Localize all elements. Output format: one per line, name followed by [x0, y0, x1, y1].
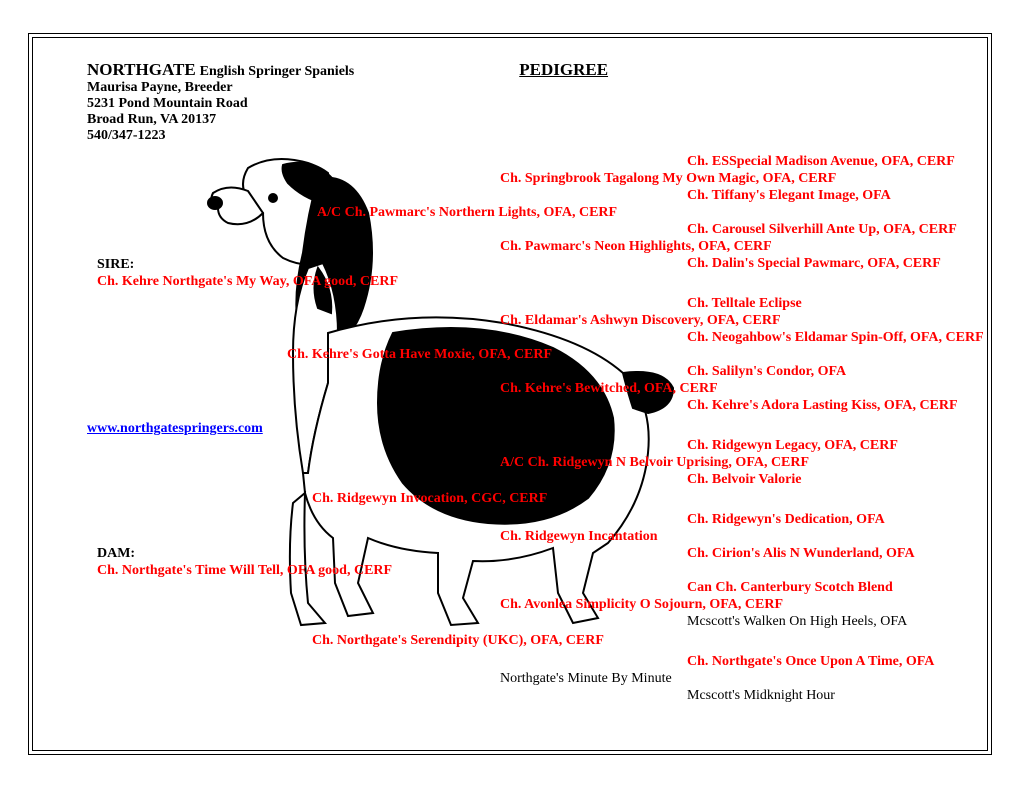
- gggp-a7: Ch. Salilyn's Condor, OFA: [687, 364, 846, 380]
- header-row: NORTHGATE English Springer Spaniels PEDI…: [87, 60, 963, 80]
- dam-gp1: Ch. Ridgewyn Invocation, CGC, CERF: [312, 491, 547, 507]
- sire: Ch. Kehre Northgate's My Way, OFA good, …: [97, 274, 398, 290]
- ggp-d3: Ch. Avonlea Simplicity O Sojourn, OFA, C…: [500, 597, 783, 613]
- gggp-a4: Ch. Dalin's Special Pawmarc, OFA, CERF: [687, 256, 941, 272]
- gggp-a5: Ch. Telltale Eclipse: [687, 296, 802, 312]
- address1: 5231 Pond Mountain Road: [87, 96, 963, 112]
- gggp-b5: Can Ch. Canterbury Scotch Blend: [687, 580, 893, 596]
- sire-gp2: Ch. Kehre's Gotta Have Moxie, OFA, CERF: [287, 347, 552, 363]
- ggp-s3: Ch. Eldamar's Ashwyn Discovery, OFA, CER…: [500, 313, 781, 329]
- document-content: NORTHGATE English Springer Spaniels PEDI…: [87, 60, 963, 726]
- dam-gp2: Ch. Northgate's Serendipity (UKC), OFA, …: [312, 633, 604, 649]
- gggp-a6: Ch. Neogahbow's Eldamar Spin-Off, OFA, C…: [687, 330, 984, 346]
- gggp-b4: Ch. Cirion's Alis N Wunderland, OFA: [687, 546, 915, 562]
- address2: Broad Run, VA 20137: [87, 112, 963, 128]
- ggp-s1: Ch. Springbrook Tagalong My Own Magic, O…: [500, 171, 836, 187]
- ggp-s4: Ch. Kehre's Bewitched, OFA, CERF: [500, 381, 718, 397]
- gggp-b2: Ch. Belvoir Valorie: [687, 472, 801, 488]
- gggp-a8: Ch. Kehre's Adora Lasting Kiss, OFA, CER…: [687, 398, 958, 414]
- inner-border: NORTHGATE English Springer Spaniels PEDI…: [32, 37, 988, 751]
- ggp-d1: A/C Ch. Ridgewyn N Belvoir Uprising, OFA…: [500, 455, 809, 471]
- pedigree-title: PEDIGREE: [519, 60, 608, 80]
- gggp-b3: Ch. Ridgewyn's Dedication, OFA: [687, 512, 885, 528]
- breed-name: English Springer Spaniels: [200, 64, 355, 80]
- sire-label: SIRE:: [97, 257, 134, 273]
- dam-label: DAM:: [97, 546, 135, 562]
- ggp-d2: Ch. Ridgewyn Incantation: [500, 529, 658, 545]
- website-link[interactable]: www.northgatespringers.com: [87, 421, 263, 437]
- outer-border: NORTHGATE English Springer Spaniels PEDI…: [28, 33, 992, 755]
- breeder-line: Maurisa Payne, Breeder: [87, 80, 963, 96]
- gggp-a2: Ch. Tiffany's Elegant Image, OFA: [687, 188, 891, 204]
- gggp-b7: Ch. Northgate's Once Upon A Time, OFA: [687, 654, 934, 670]
- gggp-a1: Ch. ESSpecial Madison Avenue, OFA, CERF: [687, 154, 955, 170]
- gggp-b8: Mcscott's Midknight Hour: [687, 688, 835, 704]
- gggp-a3: Ch. Carousel Silverhill Ante Up, OFA, CE…: [687, 222, 957, 238]
- gggp-b1: Ch. Ridgewyn Legacy, OFA, CERF: [687, 438, 898, 454]
- kennel-name: NORTHGATE: [87, 60, 196, 80]
- dam: Ch. Northgate's Time Will Tell, OFA good…: [97, 563, 392, 579]
- sire-gp1: A/C Ch. Pawmarc's Northern Lights, OFA, …: [317, 205, 617, 221]
- ggp-s2: Ch. Pawmarc's Neon Highlights, OFA, CERF: [500, 239, 772, 255]
- phone: 540/347-1223: [87, 128, 963, 144]
- gggp-b6: Mcscott's Walken On High Heels, OFA: [687, 614, 907, 630]
- ggp-d4: Northgate's Minute By Minute: [500, 671, 672, 687]
